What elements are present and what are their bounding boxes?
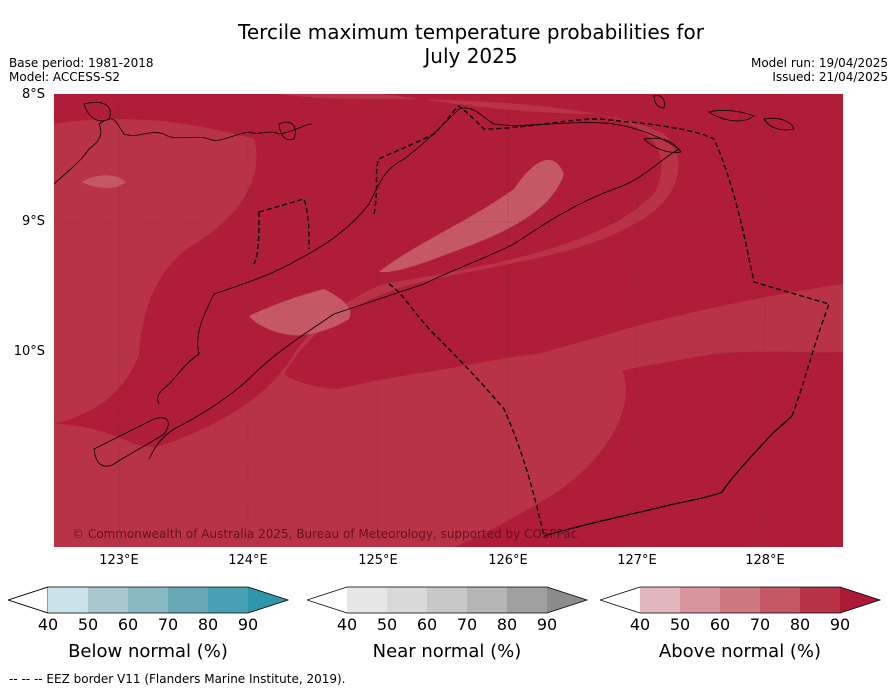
colorbar-near-title: Near normal (%) [372, 641, 522, 662]
colorbar-near-arrow-right [547, 587, 587, 613]
coast-island-ne-2 [763, 117, 795, 131]
base-period: Base period: 1981-2018 [9, 56, 154, 70]
colorbar-above-normal [600, 586, 882, 614]
coast-timor-north [148, 107, 680, 460]
colorbar-below-swatch-3 [128, 587, 168, 613]
cbar-above-tick-80: 80 [789, 615, 811, 634]
coast-island-ne-3 [653, 95, 665, 109]
colorbar-below-arrow-right [248, 587, 288, 613]
colorbar-near-swatch-1 [347, 587, 387, 613]
cbar-below-tick-40: 40 [37, 615, 59, 634]
cbar-below-tick-90: 90 [237, 615, 259, 634]
lon-label-127e: 127°E [617, 553, 657, 568]
cbar-near-tick-40: 40 [336, 615, 358, 634]
colorbar-above-swatch-2 [680, 587, 720, 613]
eez-footnote: -- -- -- EEZ border V11 (Flanders Marine… [9, 672, 346, 686]
colorbar-below-title: Below normal (%) [68, 641, 228, 662]
cbar-below-tick-50: 50 [77, 615, 99, 634]
cbar-near-tick-60: 60 [416, 615, 438, 634]
lon-label-126e: 126°E [488, 553, 528, 568]
colorbar-below-normal [8, 586, 290, 614]
colorbar-below-swatch-5 [208, 587, 248, 613]
cbar-above-tick-70: 70 [749, 615, 771, 634]
colorbar-near-swatch-2 [387, 587, 427, 613]
graticule [54, 94, 843, 547]
cbar-near-tick-70: 70 [456, 615, 478, 634]
lon-label-124e: 124°E [228, 553, 268, 568]
eez-border [253, 105, 830, 537]
probability-band-80 [54, 119, 257, 424]
probability-band-70-south [249, 289, 351, 336]
cbar-above-tick-50: 50 [669, 615, 691, 634]
colorbar-below-swatch-4 [168, 587, 208, 613]
copyright-text: © Commonwealth of Australia 2025, Bureau… [72, 527, 577, 541]
colorbar-near-normal [307, 586, 589, 614]
coast-timor-south [157, 108, 460, 405]
probability-band-70-central [379, 159, 564, 273]
colorbar-below-arrow-left [8, 586, 49, 614]
model-name: Model: ACCESS-S2 [9, 70, 121, 84]
colorbar-above-swatch-5 [800, 587, 840, 613]
coast-pantar [83, 102, 111, 122]
coast-flores-alor [54, 118, 313, 185]
colorbar-near-swatch-4 [467, 587, 507, 613]
probability-band-80-south [54, 351, 626, 547]
eez-border-solid [543, 415, 793, 537]
lon-label-125e: 125°E [358, 553, 398, 568]
meta-left: Base period: 1981-2018 Model: ACCESS-S2 [9, 56, 154, 84]
coastlines [54, 95, 795, 467]
cbar-below-tick-80: 80 [197, 615, 219, 634]
coast-islands-ne [708, 109, 755, 122]
colorbar-below-swatch-1 [48, 587, 88, 613]
cbar-above-tick-60: 60 [709, 615, 731, 634]
coast-rote [93, 417, 169, 467]
colorbar-above-swatch-4 [760, 587, 800, 613]
cbar-below-tick-70: 70 [157, 615, 179, 634]
colorbar-above-swatch-3 [720, 587, 760, 613]
colorbar-near-swatch-3 [427, 587, 467, 613]
lon-label-123e: 123°E [99, 553, 139, 568]
lat-label-9s: 9°S [21, 214, 45, 229]
colorbar-near-arrow-left [307, 587, 347, 613]
colorbar-above-arrow-right [840, 587, 880, 613]
cbar-near-tick-80: 80 [496, 615, 518, 634]
colorbar-above-arrow-left [600, 587, 640, 613]
coast-island-2 [278, 121, 296, 141]
cbar-below-tick-60: 60 [117, 615, 139, 634]
title-line-2: July 2025 [424, 44, 518, 68]
title-line-1: Tercile maximum temperature probabilitie… [238, 20, 704, 44]
issued-date: Issued: 21/04/2025 [772, 70, 888, 84]
lon-label-128e: 128°E [745, 553, 785, 568]
cbar-above-tick-90: 90 [829, 615, 851, 634]
lat-label-8s: 8°S [21, 87, 45, 102]
chart-title: Tercile maximum temperature probabilitie… [0, 20, 896, 68]
probability-band-70-west [82, 175, 126, 189]
cbar-above-tick-40: 40 [629, 615, 651, 634]
colorbar-near-swatch-5 [507, 587, 547, 613]
meta-right: Model run: 19/04/2025 Issued: 21/04/2025 [751, 56, 888, 84]
map-plot: © Commonwealth of Australia 2025, Bureau… [54, 94, 843, 547]
colorbar-above-swatch-1 [640, 587, 680, 613]
colorbar-above-title: Above normal (%) [658, 641, 822, 662]
lat-label-10s: 10°S [13, 344, 45, 359]
colorbar-below-swatch-2 [88, 587, 128, 613]
cbar-near-tick-90: 90 [536, 615, 558, 634]
model-run: Model run: 19/04/2025 [750, 56, 888, 70]
cbar-near-tick-50: 50 [376, 615, 398, 634]
coast-wetar [643, 137, 682, 153]
